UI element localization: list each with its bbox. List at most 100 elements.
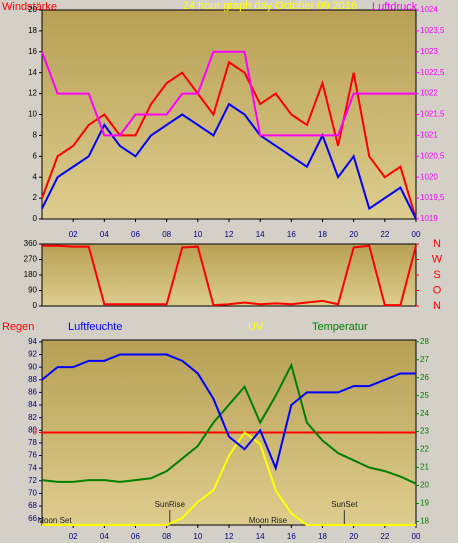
y2-label: Temperatur	[312, 321, 368, 333]
series-line	[41, 362, 417, 485]
y-tick-label: 12	[28, 89, 37, 98]
x-tick-label: 12	[225, 532, 234, 541]
y2-tick-label: 26	[420, 373, 429, 382]
y2-tick-label: 1021	[420, 131, 438, 140]
x-tick-label: 12	[225, 230, 234, 239]
x-tick-label: 22	[380, 230, 389, 239]
y-tick-label: 90	[28, 362, 37, 371]
y2-tick-label: 24	[420, 409, 429, 418]
y2-tick-label: 25	[420, 391, 429, 400]
x-tick-label: 04	[100, 532, 109, 541]
y-tick-label: 84	[28, 400, 37, 409]
x-tick-label: 16	[287, 230, 296, 239]
y-tick-label: 86	[28, 388, 37, 397]
annotation: SunSet	[331, 500, 358, 509]
title: 24 hour graph day October 09 2016	[183, 0, 357, 12]
series-line	[41, 102, 417, 220]
x-tick-label: 20	[349, 532, 358, 541]
y-tick-label: 94	[28, 337, 37, 346]
y-tick-label: 6	[33, 151, 38, 160]
y2-tick-label: W	[432, 253, 443, 265]
y-tick-label: 0	[33, 214, 38, 223]
x-tick-label: 00	[412, 532, 421, 541]
x-tick-label: 20	[349, 230, 358, 239]
y-tick-label: 68	[28, 501, 37, 510]
y2-label: Luftdruck	[372, 1, 418, 13]
annotation: Moon Rise	[249, 516, 288, 525]
y-tick-label: 66	[28, 514, 37, 523]
series-line	[41, 50, 416, 137]
y4-label: UV	[248, 321, 264, 333]
y-tick-label: 80	[28, 425, 37, 434]
y2-tick-label: 21	[420, 463, 429, 472]
annotation: SunRise	[155, 500, 186, 509]
x-tick-label: 02	[69, 230, 78, 239]
y2-tick-label: 18	[420, 517, 429, 526]
y2-tick-label: 1020	[420, 172, 438, 181]
x-tick-label: 06	[131, 230, 140, 239]
y-tick-label: 20	[28, 5, 37, 14]
y2-tick-label: 19	[420, 499, 429, 508]
series-line	[41, 60, 417, 220]
x-tick-label: 02	[69, 532, 78, 541]
y2-tick-label: 1021,5	[420, 110, 445, 119]
y-tick-label: 4	[33, 172, 38, 181]
x-tick-label: 08	[162, 532, 171, 541]
y2-tick-label: 27	[420, 355, 429, 364]
x-tick-label: 06	[131, 532, 140, 541]
y-tick-label: 270	[24, 255, 38, 264]
y2-tick-label: 28	[420, 337, 429, 346]
plot-area	[41, 243, 417, 307]
x-tick-label: 10	[193, 532, 202, 541]
x-tick-label: 04	[100, 230, 109, 239]
series-line	[42, 244, 417, 307]
y2-tick-label: S	[433, 269, 440, 281]
y3-tick-label: 0	[33, 428, 38, 437]
y-tick-label: 2	[33, 193, 38, 202]
y-tick-label: 78	[28, 438, 37, 447]
y-tick-label: 92	[28, 350, 37, 359]
y-tick-label: 88	[28, 375, 37, 384]
y-tick-label: 74	[28, 463, 37, 472]
y2-tick-label: 1023	[420, 47, 438, 56]
y-tick-label: 18	[28, 26, 37, 35]
x-tick-label: 18	[318, 532, 327, 541]
y2-tick-label: 23	[420, 427, 429, 436]
y-tick-label: 16	[28, 47, 37, 56]
y2-tick-label: 1020,5	[420, 151, 445, 160]
y-tick-label: 14	[28, 68, 37, 77]
y-tick-label: 82	[28, 413, 37, 422]
y2-tick-label: 1024	[420, 5, 438, 14]
x-tick-label: 00	[412, 230, 421, 239]
annotation: Moon Set	[37, 516, 72, 525]
plot-area	[41, 9, 417, 220]
y2-tick-label: 1022	[420, 89, 438, 98]
series-line	[42, 431, 416, 526]
y-tick-label: 10	[28, 110, 37, 119]
x-tick-label: 08	[162, 230, 171, 239]
y2-tick-label: 22	[420, 445, 429, 454]
y-tick-label: 90	[28, 286, 37, 295]
x-tick-label: 14	[256, 230, 265, 239]
y-tick-label: 360	[24, 239, 38, 248]
y2-tick-label: 1019,5	[420, 193, 445, 202]
y-tick-label: 180	[24, 270, 38, 279]
y2-tick-label: 20	[420, 481, 429, 490]
x-tick-label: 18	[318, 230, 327, 239]
y2-tick-label: N	[433, 238, 441, 250]
y-label: Luftfeuchte	[68, 321, 122, 333]
x-tick-label: 10	[193, 230, 202, 239]
x-tick-label: 22	[380, 532, 389, 541]
y2-tick-label: N	[433, 300, 441, 312]
y2-tick-label: 1019	[420, 214, 438, 223]
y-label: Windstärke	[2, 1, 57, 13]
x-tick-label: 14	[256, 532, 265, 541]
y-tick-label: 72	[28, 476, 37, 485]
y2-tick-label: O	[433, 284, 442, 296]
series-line	[41, 353, 416, 472]
x-tick-label: 16	[287, 532, 296, 541]
y2-tick-label: 1023,5	[420, 26, 445, 35]
y-tick-label: 0	[33, 301, 38, 310]
y-tick-label: 76	[28, 451, 37, 460]
